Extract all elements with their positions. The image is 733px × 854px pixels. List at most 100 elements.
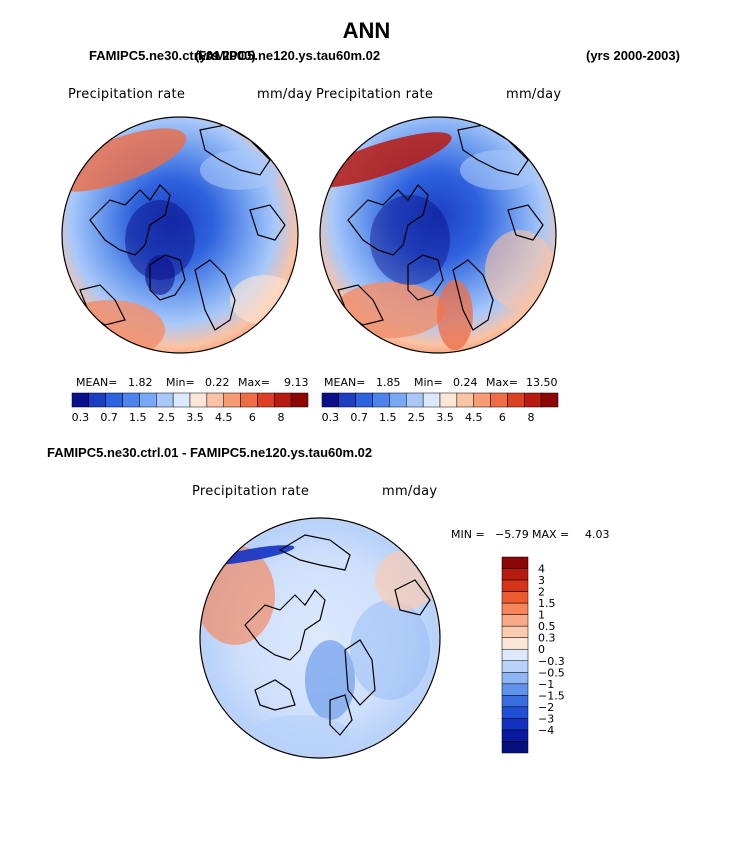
colorbar-tick-label: −3 bbox=[538, 712, 554, 725]
colorbar-swatch bbox=[501, 741, 529, 754]
colorbar-swatch bbox=[156, 392, 174, 408]
colorbar-tick-label: −1 bbox=[538, 678, 554, 691]
colorbar-swatch bbox=[338, 392, 356, 408]
colorbar-tick-label: 2 bbox=[538, 586, 545, 599]
colorbar-swatch bbox=[71, 392, 90, 408]
colorbar-swatch bbox=[540, 392, 559, 408]
colorbar-swatch bbox=[456, 392, 474, 408]
colorbar-swatch bbox=[189, 392, 208, 408]
colorbar-swatch bbox=[501, 683, 529, 696]
colorbar-panel-2-labels: 0.3 0.7 1.5 2.5 3.5 4.5 6 8 bbox=[322, 411, 535, 424]
colorbar-tick-label: 4.5 bbox=[215, 411, 233, 424]
colorbar-swatch bbox=[355, 392, 373, 408]
colorbar-tick-label: 6 bbox=[499, 411, 506, 424]
panel2-max: 13.50 bbox=[526, 376, 558, 389]
colorbar-swatch bbox=[274, 392, 292, 408]
colorbar-tick-label: 1.5 bbox=[538, 597, 556, 610]
colorbar-swatch bbox=[501, 672, 529, 685]
colorbar-swatch bbox=[257, 392, 275, 408]
colorbar-tick-label: 0.3 bbox=[72, 411, 90, 424]
colorbar-swatch bbox=[501, 579, 529, 592]
diff-max: 4.03 bbox=[585, 528, 610, 541]
colorbar-swatch bbox=[206, 392, 224, 408]
panel1-min-label: Min= bbox=[166, 376, 195, 389]
colorbar-tick-label: 1.5 bbox=[129, 411, 147, 424]
panel1-max: 9.13 bbox=[284, 376, 309, 389]
colorbar-swatch bbox=[501, 648, 529, 662]
colorbar-swatch bbox=[473, 392, 491, 408]
colorbar-swatch bbox=[122, 392, 140, 408]
colorbar-swatch bbox=[524, 392, 542, 408]
colorbar-swatch bbox=[501, 625, 529, 638]
colorbar-swatch bbox=[501, 602, 529, 615]
colorbar-difference bbox=[501, 556, 529, 754]
diff-field: Precipitation rate bbox=[192, 484, 310, 499]
colorbar-swatch bbox=[501, 591, 529, 604]
colorbar-panel-2 bbox=[321, 392, 559, 408]
colorbar-swatch bbox=[172, 392, 191, 408]
colorbar-tick-label: −1.5 bbox=[538, 689, 565, 702]
diff-title: FAMIPC5.ne30.ctrl.01 - FAMIPC5.ne120.ys.… bbox=[47, 445, 373, 460]
panel2-mean: 1.85 bbox=[376, 376, 401, 389]
colorbar-swatch bbox=[88, 392, 106, 408]
panel2-min: 0.24 bbox=[453, 376, 478, 389]
right-case-name: FAMIPC5.ne120.ys.tau60m.02 bbox=[198, 48, 381, 63]
colorbar-panel-1-labels: 0.3 0.7 1.5 2.5 3.5 4.5 6 8 bbox=[72, 411, 285, 424]
colorbar-swatch bbox=[240, 392, 258, 408]
colorbar-swatch bbox=[490, 392, 508, 408]
colorbar-swatch bbox=[501, 556, 529, 569]
colorbar-tick-label: 8 bbox=[528, 411, 535, 424]
colorbar-tick-label: 0.7 bbox=[350, 411, 368, 424]
colorbar-swatch bbox=[372, 392, 390, 408]
panel1-units: mm/day bbox=[257, 87, 313, 102]
colorbar-swatch bbox=[501, 729, 529, 742]
diff-min-label: MIN = bbox=[451, 528, 485, 541]
colorbar-swatch bbox=[422, 392, 441, 408]
left-case-name: FAMIPC5.ne30.ctrl.01 bbox=[89, 48, 221, 63]
colorbar-tick-label: 6 bbox=[249, 411, 256, 424]
map-difference bbox=[199, 517, 441, 759]
panel2-mean-label: MEAN= bbox=[324, 376, 366, 389]
colorbar-tick-label: 3.5 bbox=[186, 411, 204, 424]
colorbar-tick-label: 1.5 bbox=[379, 411, 397, 424]
colorbar-swatch bbox=[501, 695, 529, 708]
colorbar-tick-label: 4 bbox=[538, 563, 545, 576]
colorbar-tick-label: 3 bbox=[538, 574, 545, 587]
colorbar-tick-label: −2 bbox=[538, 701, 554, 714]
colorbar-tick-label: 4.5 bbox=[465, 411, 483, 424]
colorbar-tick-label: 0.7 bbox=[100, 411, 118, 424]
colorbar-tick-label: −0.5 bbox=[538, 666, 565, 679]
colorbar-swatch bbox=[290, 392, 309, 408]
colorbar-swatch bbox=[501, 706, 529, 719]
colorbar-swatch bbox=[501, 660, 529, 673]
colorbar-tick-label: 0.3 bbox=[322, 411, 340, 424]
colorbar-swatch bbox=[389, 392, 407, 408]
colorbar-tick-label: −0.3 bbox=[538, 655, 565, 668]
panel1-field: Precipitation rate bbox=[68, 87, 186, 102]
colorbar-swatch bbox=[105, 392, 123, 408]
colorbar-tick-label: 2.5 bbox=[408, 411, 426, 424]
panel1-max-label: Max= bbox=[238, 376, 270, 389]
map-panel-1 bbox=[61, 116, 299, 354]
colorbar-tick-label: 2.5 bbox=[158, 411, 176, 424]
panel2-field: Precipitation rate bbox=[316, 87, 434, 102]
colorbar-tick-label: 0.3 bbox=[538, 632, 556, 645]
diff-units: mm/day bbox=[382, 484, 438, 499]
colorbar-swatch bbox=[406, 392, 424, 408]
years-range: (yrs 2000-2003) bbox=[586, 48, 680, 63]
colorbar-tick-label: 0 bbox=[538, 643, 545, 656]
panel1-mean-label: MEAN= bbox=[76, 376, 118, 389]
colorbar-panel-1 bbox=[71, 392, 309, 408]
colorbar-tick-label: 8 bbox=[278, 411, 285, 424]
diff-map-coastlines bbox=[244, 534, 431, 736]
colorbar-swatch bbox=[223, 392, 241, 408]
colorbar-swatch bbox=[501, 637, 529, 650]
colorbar-swatch bbox=[501, 718, 529, 731]
map-panel-2 bbox=[319, 116, 557, 354]
panel1-mean: 1.82 bbox=[128, 376, 153, 389]
panel2-max-label: Max= bbox=[486, 376, 518, 389]
overlap-years: (yrs 2000) bbox=[195, 48, 256, 63]
page-title: ANN bbox=[342, 18, 391, 43]
